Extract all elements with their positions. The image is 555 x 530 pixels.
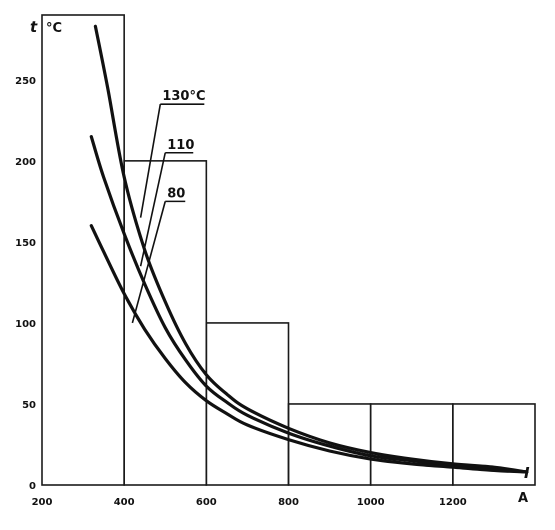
- annotation-leader: [139, 152, 167, 267]
- x-tick-label: 200: [32, 497, 53, 508]
- y-axis: 0 50 100 150 200 250: [15, 76, 36, 492]
- annotation-label: 130°C: [162, 89, 205, 104]
- annotation-leader: [131, 201, 167, 324]
- grid-cell: [452, 403, 536, 486]
- y-tick-label: 100: [15, 319, 36, 330]
- grid: [41, 14, 536, 486]
- series-line-2: [89, 135, 529, 474]
- x-tick-label: 800: [278, 497, 299, 508]
- x-tick-label: 1000: [357, 497, 385, 508]
- x-axis-symbol: I: [524, 464, 530, 482]
- x-tick-label: 600: [196, 497, 217, 508]
- y-tick-label: 50: [22, 400, 36, 411]
- annotation-leader: [139, 104, 162, 218]
- x-axis-unit: A: [518, 491, 528, 506]
- series-line-1: [93, 24, 529, 474]
- grid-cell: [205, 322, 290, 486]
- annotation-label: 110: [167, 138, 194, 153]
- y-tick-label: 250: [15, 76, 36, 87]
- grid-cell: [123, 160, 208, 486]
- y-tick-label: 200: [15, 157, 36, 168]
- x-tick-label: 1200: [439, 497, 467, 508]
- y-axis-symbol: t: [30, 18, 38, 36]
- grid-cell: [41, 14, 125, 486]
- y-tick-label: 0: [29, 481, 36, 492]
- grid-cell: [369, 403, 454, 486]
- x-axis: 200 400 600 800 1000 1200: [32, 497, 467, 508]
- annotation-label: 80: [167, 186, 185, 201]
- x-tick-label: 400: [114, 497, 135, 508]
- y-tick-label: 150: [15, 238, 36, 249]
- series-lines: [89, 24, 529, 474]
- annotations: 130°C 110 80: [131, 89, 206, 324]
- y-axis-unit: °C: [46, 21, 62, 36]
